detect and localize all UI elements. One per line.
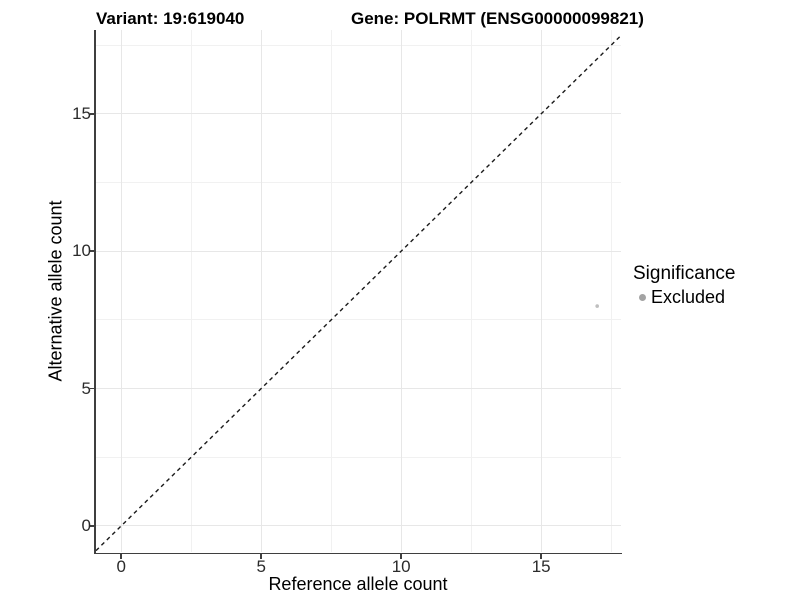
x-axis-title: Reference allele count: [268, 574, 448, 594]
plot-canvas: [96, 34, 621, 552]
major-gridline-x: [540, 30, 542, 552]
legend-title: Significance: [633, 263, 736, 284]
minor-gridline-y: [96, 319, 621, 321]
minor-gridline-x: [470, 30, 472, 552]
y-tick-label: 0: [81, 515, 91, 535]
y-tick-mark: [90, 525, 94, 527]
x-tick-label: 10: [391, 557, 411, 576]
minor-gridline-y: [96, 456, 621, 458]
major-gridline-y: [96, 525, 621, 527]
x-tick-label: 5: [256, 557, 266, 576]
x-tick-label: 0: [116, 557, 126, 576]
x-tick-label: 15: [531, 557, 551, 576]
major-gridline-x: [120, 30, 122, 552]
identity-reference-line: [96, 34, 621, 552]
x-tick-mark: [260, 554, 262, 559]
major-gridline-y: [96, 388, 621, 390]
y-tick-label: 10: [72, 241, 91, 261]
y-tick-mark: [90, 387, 94, 390]
minor-gridline-y: [96, 181, 621, 183]
plot-panel: [96, 30, 621, 552]
minor-gridline-x: [610, 30, 612, 552]
major-gridline-x: [400, 30, 402, 552]
data-point: [595, 304, 599, 308]
y-axis-line: [94, 30, 96, 554]
y-tick-label: 5: [81, 378, 91, 398]
legend-item-label: Excluded: [651, 287, 726, 307]
y-tick-mark: [90, 113, 94, 115]
minor-gridline-x: [190, 30, 192, 552]
x-tick-mark: [400, 554, 402, 559]
major-gridline-y: [96, 250, 621, 252]
legend: Significance Excluded: [633, 263, 735, 307]
y-tick-mark: [90, 250, 94, 252]
plot-title-gene: Gene: POLRMT (ENSG00000099821): [351, 9, 644, 28]
major-gridline-y: [96, 113, 621, 115]
minor-gridline-y: [96, 44, 621, 46]
legend-point-icon: [639, 293, 646, 301]
x-tick-mark: [540, 554, 542, 559]
plot-title-variant: Variant: 19:619040: [96, 9, 245, 28]
legend-item-excluded: Excluded: [633, 287, 735, 307]
y-tick-label: 15: [72, 103, 91, 123]
major-gridline-x: [260, 30, 262, 552]
x-tick-mark: [120, 554, 122, 559]
minor-gridline-x: [330, 30, 332, 552]
y-axis-title: Alternative allele count: [45, 200, 66, 382]
x-axis-line: [94, 552, 622, 554]
